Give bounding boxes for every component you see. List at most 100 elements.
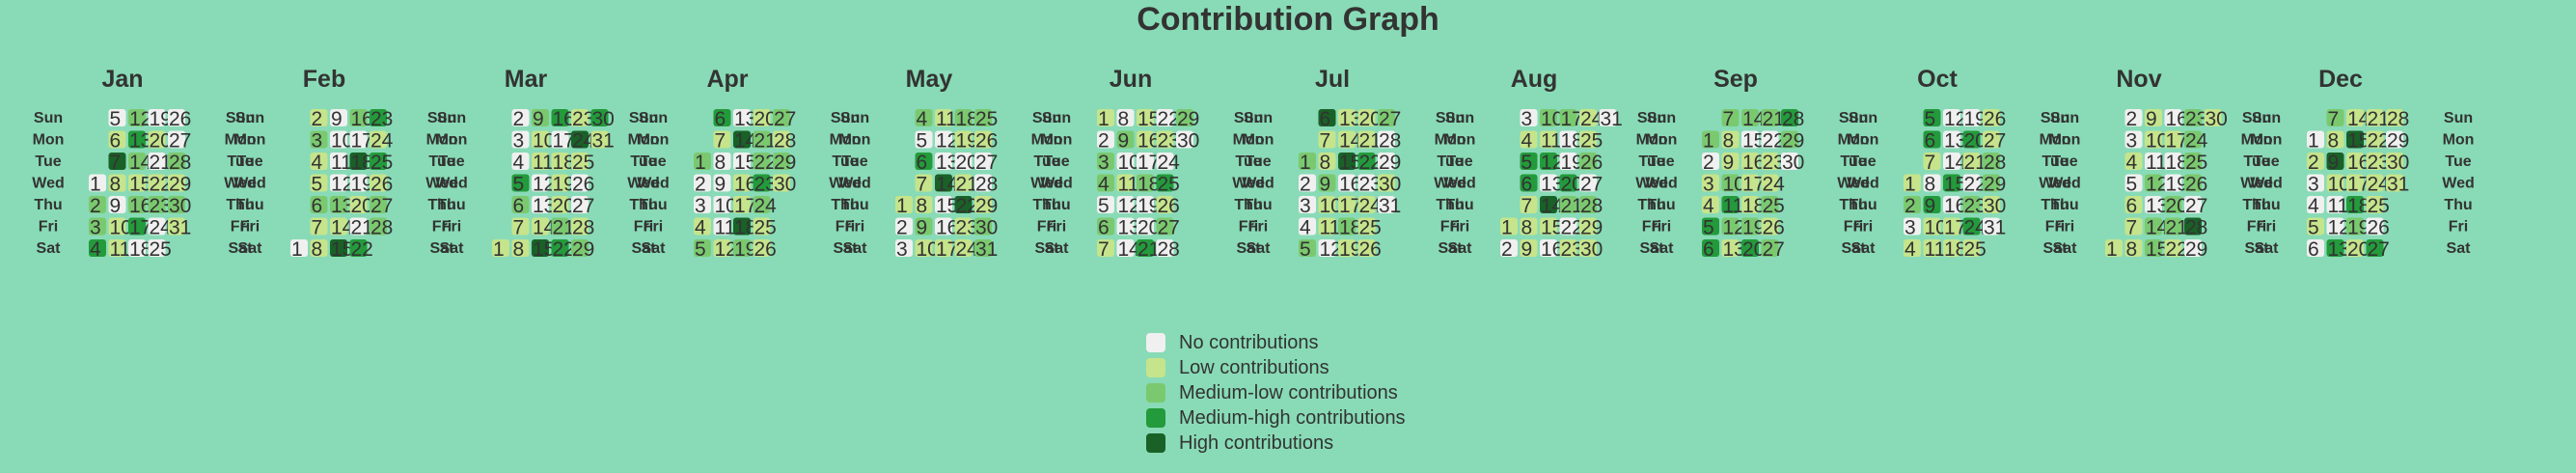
day-cell xyxy=(128,174,146,192)
month-label: May xyxy=(906,66,953,93)
day-cell xyxy=(753,109,771,126)
day-number: 26 xyxy=(1359,238,1382,261)
day-number: 19 xyxy=(150,108,172,130)
day-number: 26 xyxy=(2368,217,2390,239)
day-number: 15 xyxy=(1742,130,1765,153)
weekday-label: Wed xyxy=(1232,176,1264,192)
day-cell xyxy=(2366,239,2384,257)
day-cell xyxy=(370,130,387,149)
day-number: 13 xyxy=(533,195,555,217)
day-number: 10 xyxy=(2146,130,2168,153)
weekday-label: Sun xyxy=(1445,110,1474,126)
day-cell xyxy=(571,239,589,257)
day-cell xyxy=(1176,109,1193,126)
day-number: 4 xyxy=(1905,238,1916,261)
day-number: 18 xyxy=(1137,174,1160,196)
weekday-label: Fri xyxy=(1248,219,1268,236)
day-cell xyxy=(511,239,530,257)
day-number: 29 xyxy=(1379,152,1401,174)
day-cell xyxy=(2366,196,2384,213)
weekday-label: Tue xyxy=(1850,153,1876,170)
day-cell xyxy=(1520,217,1538,236)
weekday-label: Mon xyxy=(638,132,670,149)
day-number: 12 xyxy=(1944,108,1966,130)
day-cell xyxy=(1741,196,1759,213)
day-number: 30 xyxy=(975,217,998,239)
day-number: 23 xyxy=(2185,108,2207,130)
day-cell xyxy=(1559,217,1577,236)
day-cell xyxy=(1559,196,1577,213)
day-number: 10 xyxy=(331,130,353,153)
day-number: 23 xyxy=(370,108,393,130)
day-cell xyxy=(349,239,368,257)
day-number: 5 xyxy=(312,174,323,196)
day-number: 1 xyxy=(2308,130,2319,153)
day-number: 13 xyxy=(1723,238,1745,261)
day-cell xyxy=(1559,174,1577,192)
day-number: 27 xyxy=(1379,108,1401,130)
day-cell xyxy=(974,196,992,213)
day-cell xyxy=(2307,130,2324,149)
day-number: 19 xyxy=(2166,174,2188,196)
day-number: 23 xyxy=(1359,174,1382,196)
day-number: 2 xyxy=(1501,238,1513,261)
day-number: 14 xyxy=(1944,152,1967,174)
day-number: 12 xyxy=(533,174,555,196)
day-number: 1 xyxy=(1300,152,1311,174)
weekday-label: Mon xyxy=(1031,132,1063,149)
day-cell xyxy=(935,174,952,192)
day-cell xyxy=(551,196,569,213)
day-number: 16 xyxy=(1944,195,1966,217)
day-cell xyxy=(733,217,751,236)
day-number: 22 xyxy=(2368,130,2390,153)
day-cell xyxy=(1357,109,1376,126)
month-label: Jun xyxy=(1110,66,1152,93)
day-cell xyxy=(2326,239,2344,257)
weekday-label: Wed xyxy=(425,176,457,192)
weekday-label: Tue xyxy=(1638,153,1664,170)
day-cell xyxy=(713,174,731,192)
day-number: 6 xyxy=(917,152,928,174)
day-cell xyxy=(974,217,992,236)
day-number: 6 xyxy=(110,130,122,153)
day-cell xyxy=(974,239,992,257)
day-cell xyxy=(148,239,166,257)
day-cell xyxy=(1741,130,1759,149)
day-cell xyxy=(1338,239,1356,257)
day-cell xyxy=(551,217,569,236)
day-cell xyxy=(1923,109,1941,126)
day-cell xyxy=(1904,239,1921,257)
day-cell xyxy=(1559,109,1577,126)
day-cell xyxy=(492,239,509,257)
day-number: 11 xyxy=(2328,195,2349,217)
day-number: 18 xyxy=(1944,238,1966,261)
day-cell xyxy=(1116,153,1135,170)
day-cell xyxy=(2386,174,2403,192)
day-number: 15 xyxy=(331,238,353,261)
day-cell xyxy=(1943,217,1960,236)
weekday-label: Sat xyxy=(843,240,868,257)
weekday-label: Fri xyxy=(2055,219,2074,236)
day-cell xyxy=(1761,130,1779,149)
day-number: 21 xyxy=(351,217,373,239)
month-label: Dec xyxy=(2318,66,2363,93)
weekday-label: Sat xyxy=(37,240,62,257)
weekday-label: Mon xyxy=(426,132,458,149)
day-cell xyxy=(349,153,368,170)
day-cell xyxy=(1540,217,1557,236)
day-number: 21 xyxy=(150,152,172,174)
day-cell xyxy=(1721,130,1740,149)
day-number: 24 xyxy=(754,195,778,217)
day-cell xyxy=(551,109,569,126)
day-number: 24 xyxy=(370,130,394,153)
weekday-label: Wed xyxy=(2240,176,2272,192)
weekday-label: Mon xyxy=(1233,132,1265,149)
day-cell xyxy=(168,153,185,170)
day-cell xyxy=(532,196,549,213)
weekday-label: Tue xyxy=(2253,153,2279,170)
day-number: 23 xyxy=(754,174,777,196)
weekday-label: Mon xyxy=(1848,132,1879,149)
day-cell xyxy=(1500,217,1518,236)
day-number: 15 xyxy=(1944,174,1966,196)
day-cell xyxy=(2184,130,2202,149)
